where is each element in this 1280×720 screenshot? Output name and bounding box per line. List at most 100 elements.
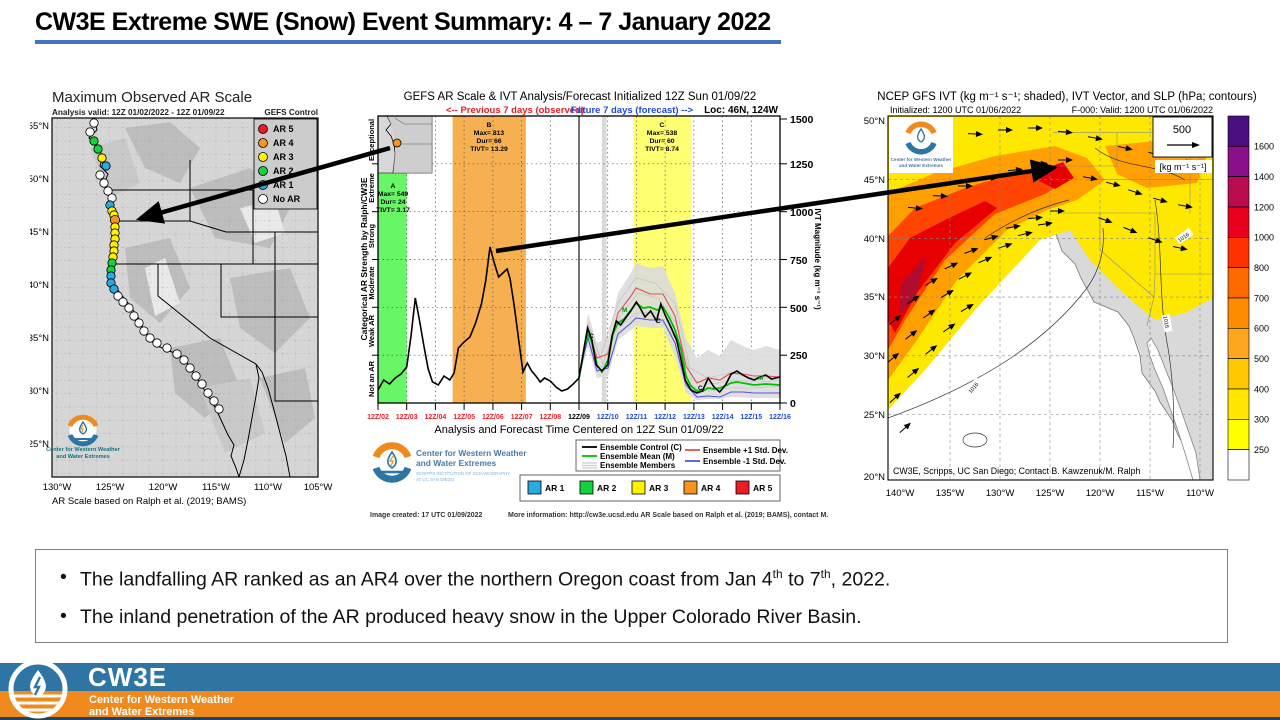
svg-text:125°W: 125°W xyxy=(1036,488,1065,499)
left-map-lon-axis: 130°W 125°W 120°W 115°W 110°W 105°W xyxy=(43,482,333,493)
svg-text:1016: 1016 xyxy=(1177,232,1190,244)
svg-text:130°W: 130°W xyxy=(43,482,72,493)
legend-noar: No AR xyxy=(273,194,301,204)
ensemble-legend: Ensemble Control (C) Ensemble Mean (M) E… xyxy=(575,439,788,472)
svg-text:TIVT= 8.74: TIVT= 8.74 xyxy=(645,146,679,153)
svg-text:1250: 1250 xyxy=(790,159,814,171)
svg-text:Weak AR: Weak AR xyxy=(367,314,376,347)
svg-text:Strong: Strong xyxy=(367,224,376,249)
svg-text:12Z/07: 12Z/07 xyxy=(511,414,533,421)
inset-location-map xyxy=(377,115,433,174)
right-map-lat-axis: 50°N 45°N 40°N 35°N 30°N 25°N 20°N xyxy=(864,116,885,483)
ivt-axis-labels: 1500 1250 1000 750 500 250 0 xyxy=(790,114,814,410)
ensemble-control-line xyxy=(377,246,781,394)
svg-text:45°N: 45°N xyxy=(864,175,885,186)
svg-text:AT UC SAN DIEGO: AT UC SAN DIEGO xyxy=(416,477,455,482)
time-axis-title: Analysis and Forecast Time Centered on 1… xyxy=(434,424,723,436)
svg-text:115°W: 115°W xyxy=(1136,488,1164,499)
ar-category-legend: AR 1 AR 2 AR 3 AR 4 AR 5 xyxy=(519,474,781,502)
svg-text:500: 500 xyxy=(1254,354,1269,364)
colorbar-labels: 1600 1400 1200 1000 800 700 600 500 400 … xyxy=(1254,142,1274,456)
svg-text:Center for Western Weather: Center for Western Weather xyxy=(46,447,121,453)
svg-text:and Water Extremes: and Water Extremes xyxy=(56,454,110,460)
svg-text:0: 0 xyxy=(790,398,796,410)
footer-wordmark: CW3E xyxy=(88,662,168,692)
more-info-text: More information: http://cw3e.ucsd.edu A… xyxy=(508,512,830,519)
svg-text:250: 250 xyxy=(1254,445,1269,455)
svg-text:120°W: 120°W xyxy=(149,482,178,493)
ar-scale-legend: AR 5 AR 4 AR 3 AR 2 AR 1 No AR xyxy=(253,118,318,210)
svg-text:Dur= 60: Dur= 60 xyxy=(649,138,674,145)
svg-text:Ensemble Members: Ensemble Members xyxy=(600,461,676,470)
right-panel-ivt-map: NCEP GFS IVT (kg m⁻¹ s⁻¹; shaded), IVT V… xyxy=(864,91,1274,499)
svg-text:300: 300 xyxy=(1254,415,1269,425)
cw3e-logo: Center for Western Weather and Water Ext… xyxy=(372,442,527,483)
svg-text:B: B xyxy=(487,122,492,129)
svg-text:50°N: 50°N xyxy=(864,116,885,127)
cw3e-logo: Center for Western Weather and Water Ext… xyxy=(889,117,953,173)
svg-text:120°W: 120°W xyxy=(1086,488,1115,499)
svg-text:750: 750 xyxy=(790,255,808,267)
middle-panel-ivt-timeseries: GEFS AR Scale & IVT Analysis/Forecast In… xyxy=(360,91,830,519)
svg-text:12Z/13: 12Z/13 xyxy=(683,414,705,421)
svg-text:12Z/11: 12Z/11 xyxy=(626,414,648,421)
inset-location-dot xyxy=(392,138,402,148)
svg-text:AR 5: AR 5 xyxy=(753,483,773,493)
legend-ar1: AR 1 xyxy=(273,180,294,190)
svg-text:20°N: 20°N xyxy=(864,472,885,483)
svg-text:[kg m⁻¹ s⁻¹]: [kg m⁻¹ s⁻¹] xyxy=(1160,162,1207,172)
cw3e-logo: Center for Western Weather and Water Ext… xyxy=(46,414,121,460)
left-map-lat-axis: 55°N 50°N 45°N 40°N 35°N 30°N 25°N xyxy=(30,121,49,450)
legend-ar3: AR 3 xyxy=(273,152,294,162)
svg-text:40°N: 40°N xyxy=(30,280,49,291)
svg-text:12Z/04: 12Z/04 xyxy=(425,414,447,421)
svg-text:12Z/08: 12Z/08 xyxy=(539,414,561,421)
line-labels: C C C M M xyxy=(589,307,763,392)
svg-text:50°N: 50°N xyxy=(30,174,49,185)
event-annotations: A Max= 549 Dur= 24 TIVT= 3.17 B Max= 813… xyxy=(376,122,679,214)
svg-text:12Z/02: 12Z/02 xyxy=(367,414,389,421)
loc-label: Loc: 46N, 124W xyxy=(704,105,778,116)
svg-text:600: 600 xyxy=(1254,324,1269,334)
svg-text:250: 250 xyxy=(790,350,808,362)
bullet-inland-penetration: The inland penetration of the AR produce… xyxy=(58,605,1213,629)
time-axis-labels: 12Z/02 12Z/03 12Z/04 12Z/05 12Z/06 12Z/0… xyxy=(367,414,791,421)
svg-text:500: 500 xyxy=(1173,124,1191,136)
svg-text:400: 400 xyxy=(1254,384,1269,394)
svg-text:12Z/15: 12Z/15 xyxy=(740,414,762,421)
svg-text:Max= 549: Max= 549 xyxy=(378,191,409,198)
left-map-gefs-control: GEFS Control xyxy=(264,108,318,117)
svg-text:Center for Western Weather: Center for Western Weather xyxy=(891,157,952,162)
svg-text:Ensemble -1 Std. Dev.: Ensemble -1 Std. Dev. xyxy=(703,457,786,466)
svg-text:12Z/03: 12Z/03 xyxy=(396,414,418,421)
svg-text:Center for Western Weather: Center for Western Weather xyxy=(416,448,527,458)
svg-text:30°N: 30°N xyxy=(864,351,885,362)
svg-text:1400: 1400 xyxy=(1254,172,1274,182)
svg-text:35°N: 35°N xyxy=(864,292,885,303)
created-text: Image created: 17 UTC 01/09/2022 xyxy=(370,512,483,519)
svg-text:Not an AR: Not an AR xyxy=(367,360,376,397)
ivt-colorbar: 1600 1400 1200 1000 800 700 600 500 400 … xyxy=(1227,115,1274,481)
svg-text:140°W: 140°W xyxy=(886,488,915,499)
svg-text:and Water Extremes: and Water Extremes xyxy=(416,458,497,468)
svg-text:12Z/06: 12Z/06 xyxy=(482,414,504,421)
svg-text:Max= 813: Max= 813 xyxy=(474,130,505,137)
svg-text:M: M xyxy=(758,375,763,382)
legend-ar5: AR 5 xyxy=(273,124,294,134)
svg-text:SCRIPPS INSTITUTION OF OCEANOG: SCRIPPS INSTITUTION OF OCEANOGRAPHY xyxy=(416,471,510,476)
svg-text:1500: 1500 xyxy=(790,114,814,126)
y-left-title: Categorical AR Strength by Ralph/CW3E xyxy=(360,177,369,340)
svg-text:Extreme: Extreme xyxy=(367,173,376,203)
left-map-subtitle: Analysis valid: 12Z 01/02/2022 - 12Z 01/… xyxy=(52,108,225,117)
forecast-label: Future 7 days (forecast) --> xyxy=(571,105,694,116)
ivt-map: 1016 1016 1016 xyxy=(888,116,1213,480)
svg-text:A: A xyxy=(391,183,396,190)
left-panel-ar-scale-map: Maximum Observed AR Scale Analysis valid… xyxy=(30,89,333,507)
bullet-landfalling-ar: The landfalling AR ranked as an AR4 over… xyxy=(58,566,1213,592)
svg-text:125°W: 125°W xyxy=(96,482,125,493)
svg-text:12Z/10: 12Z/10 xyxy=(597,414,619,421)
svg-text:Max= 538: Max= 538 xyxy=(647,130,678,137)
svg-text:40°N: 40°N xyxy=(864,234,885,245)
svg-text:12Z/12: 12Z/12 xyxy=(654,414,676,421)
